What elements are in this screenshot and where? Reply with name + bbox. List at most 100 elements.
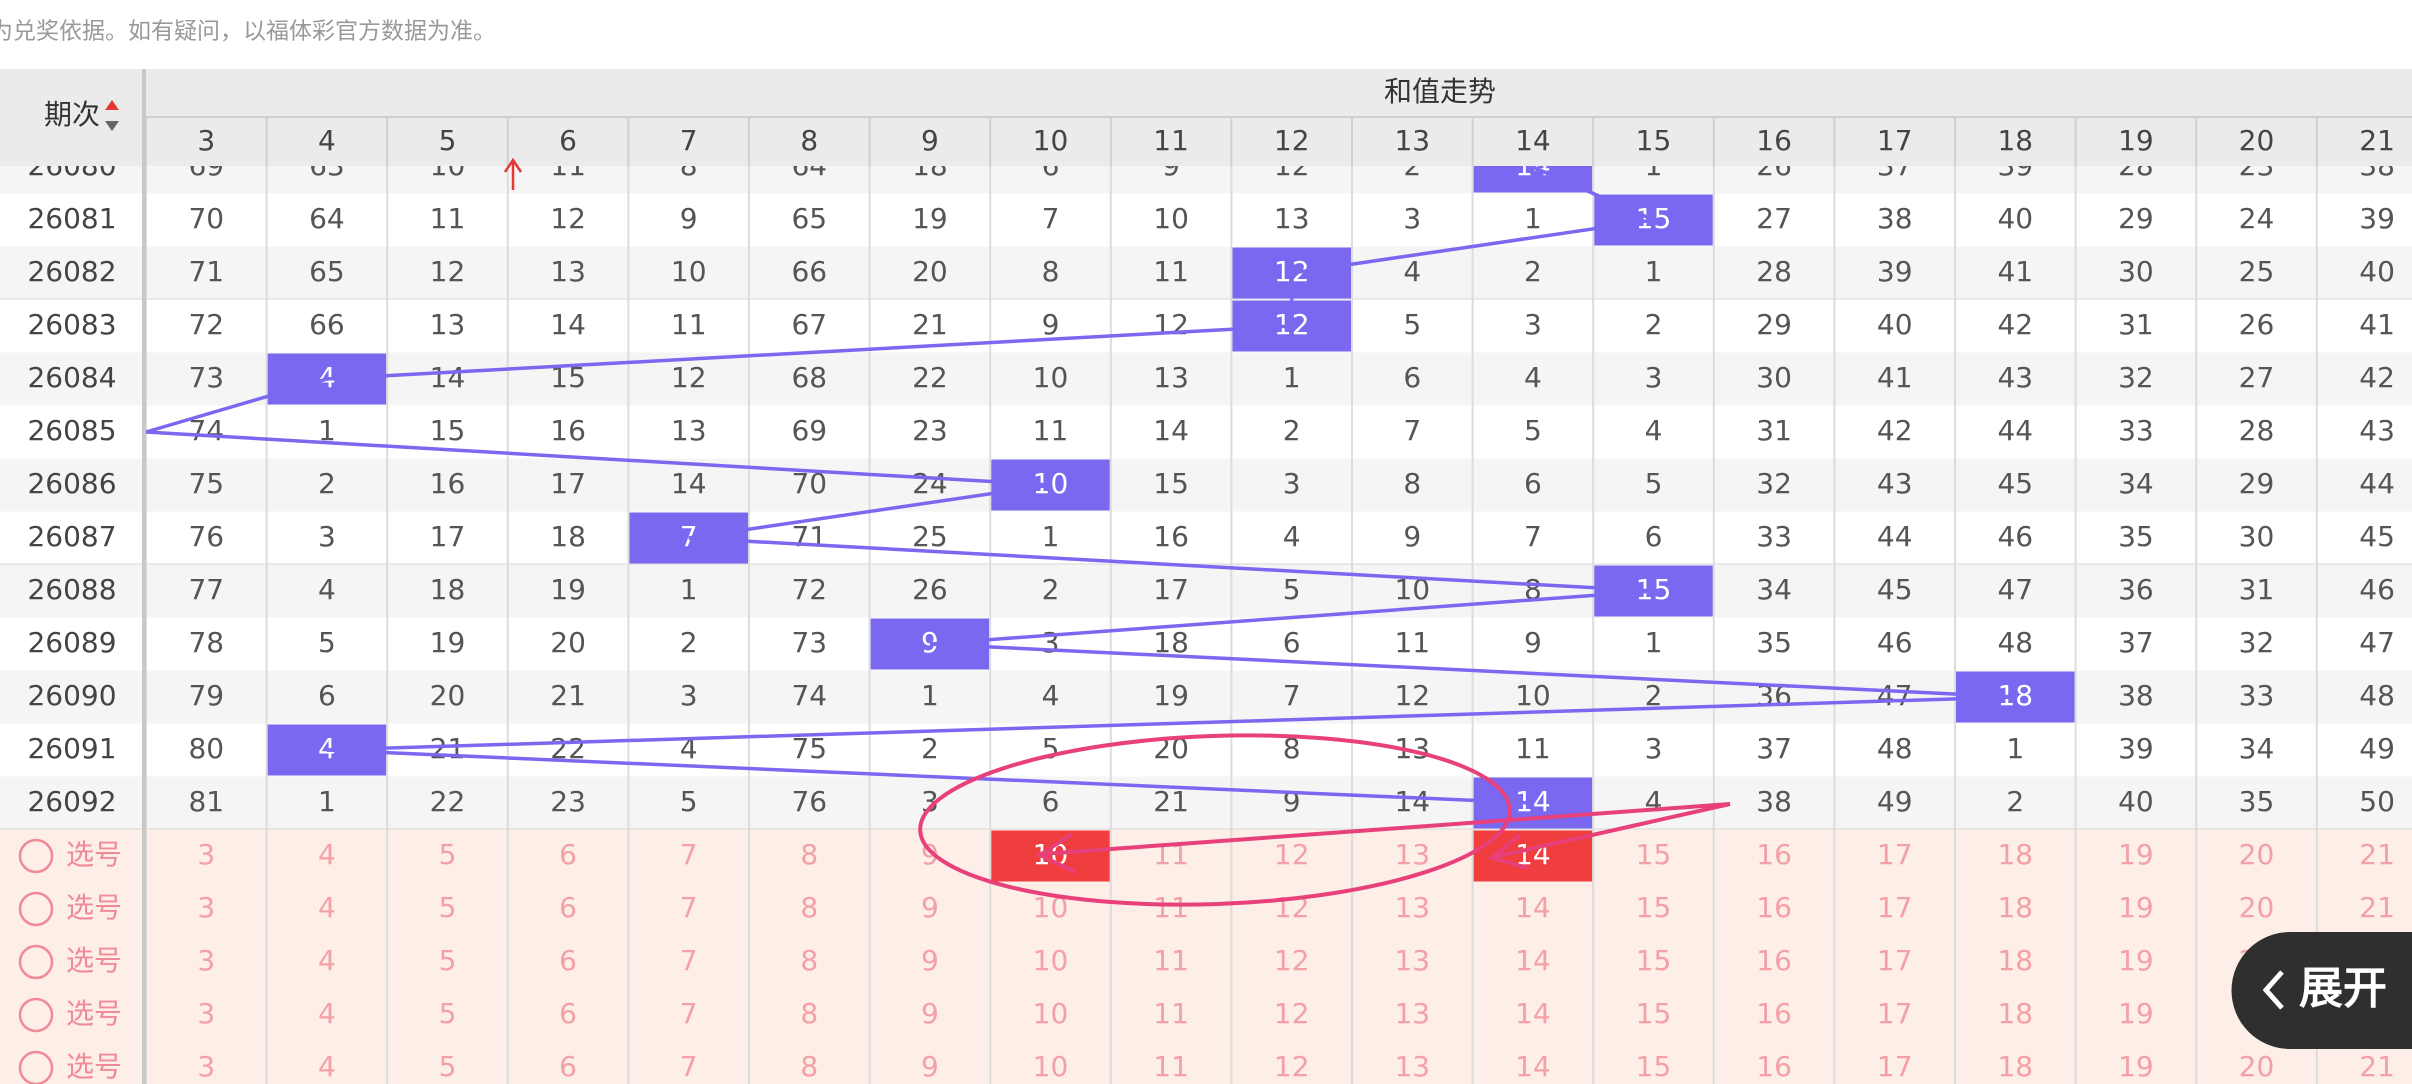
- pick-number[interactable]: 20: [2239, 1050, 2275, 1083]
- pick-number[interactable]: 13: [1394, 944, 1430, 977]
- pick-number[interactable]: 5: [439, 838, 457, 871]
- pick-number[interactable]: 12: [1274, 1050, 1310, 1083]
- pick-number[interactable]: 8: [800, 944, 818, 977]
- pick-number[interactable]: 3: [197, 1050, 215, 1083]
- pick-number[interactable]: 11: [1153, 944, 1189, 977]
- pick-number[interactable]: 19: [2118, 1050, 2154, 1083]
- expand-button[interactable]: 展开: [2231, 932, 2412, 1049]
- pick-number[interactable]: 16: [1756, 997, 1792, 1030]
- pick-number[interactable]: 19: [2118, 997, 2154, 1030]
- pick-number[interactable]: 7: [680, 1050, 698, 1083]
- pick-number[interactable]: 8: [800, 1050, 818, 1083]
- pick-number[interactable]: 12: [1274, 838, 1310, 871]
- pick-number[interactable]: 14: [1515, 891, 1551, 924]
- pick-number[interactable]: 10: [1033, 997, 1069, 1030]
- pick-number[interactable]: 15: [1636, 997, 1672, 1030]
- pick-number[interactable]: 4: [318, 997, 336, 1030]
- pick-number[interactable]: 3: [197, 997, 215, 1030]
- pick-number[interactable]: 3: [197, 838, 215, 871]
- pick-number[interactable]: 17: [1877, 1050, 1913, 1083]
- pick-number[interactable]: 16: [1756, 944, 1792, 977]
- pick-number[interactable]: 13: [1394, 1050, 1430, 1083]
- pick-label[interactable]: 选号: [66, 891, 122, 924]
- pick-number[interactable]: 8: [800, 997, 818, 1030]
- pick-number[interactable]: 15: [1636, 838, 1672, 871]
- pick-radio[interactable]: [18, 838, 54, 874]
- pick-radio[interactable]: [18, 891, 54, 927]
- button-bg[interactable]: [2231, 932, 2412, 1049]
- pick-number[interactable]: 21: [2359, 1050, 2395, 1083]
- pick-number[interactable]: 20: [2239, 838, 2275, 871]
- pick-number[interactable]: 6: [559, 944, 577, 977]
- pick-number[interactable]: 15: [1636, 1050, 1672, 1083]
- pick-number[interactable]: 15: [1636, 944, 1672, 977]
- pick-number[interactable]: 14: [1515, 944, 1551, 977]
- pick-number[interactable]: 19: [2118, 944, 2154, 977]
- pick-number[interactable]: 4: [318, 891, 336, 924]
- pick-number[interactable]: 10: [1033, 944, 1069, 977]
- pick-number[interactable]: 3: [197, 891, 215, 924]
- pick-number[interactable]: 13: [1394, 997, 1430, 1030]
- pick-number[interactable]: 21: [2359, 891, 2395, 924]
- pick-number[interactable]: 4: [318, 944, 336, 977]
- pick-number[interactable]: 5: [439, 944, 457, 977]
- pick-number[interactable]: 7: [680, 891, 698, 924]
- pick-number[interactable]: 15: [1636, 891, 1672, 924]
- pick-number[interactable]: 14: [1515, 1050, 1551, 1083]
- chevron[interactable]: [2262, 970, 2284, 1010]
- pick-number[interactable]: 5: [439, 1050, 457, 1083]
- pick-number[interactable]: 18: [1997, 891, 2033, 924]
- pick-number[interactable]: 4: [318, 1050, 336, 1083]
- button-label[interactable]: 展开: [2299, 963, 2387, 1014]
- pick-number[interactable]: 9: [921, 1050, 939, 1083]
- pick-number[interactable]: 17: [1877, 838, 1913, 871]
- pick-label[interactable]: 选号: [66, 944, 122, 977]
- pick-number[interactable]: 6: [559, 838, 577, 871]
- pick-number[interactable]: 8: [800, 891, 818, 924]
- pick-number[interactable]: 9: [921, 891, 939, 924]
- pick-number[interactable]: 17: [1877, 891, 1913, 924]
- pick-number[interactable]: 19: [2118, 891, 2154, 924]
- pick-number[interactable]: 6: [559, 997, 577, 1030]
- pick-number[interactable]: 10: [1033, 1050, 1069, 1083]
- pick-number[interactable]: 16: [1756, 838, 1792, 871]
- pick-number[interactable]: 20: [2239, 891, 2275, 924]
- pick-radio[interactable]: [18, 1050, 54, 1084]
- pick-number[interactable]: 18: [1997, 1050, 2033, 1083]
- pick-number[interactable]: 6: [559, 891, 577, 924]
- pick-radio[interactable]: [18, 997, 54, 1033]
- pick-number[interactable]: 13: [1394, 891, 1430, 924]
- pick-number[interactable]: 7: [680, 838, 698, 871]
- pick-label[interactable]: 选号: [66, 838, 122, 871]
- pick-number[interactable]: 13: [1394, 838, 1430, 871]
- pick-number[interactable]: 11: [1153, 891, 1189, 924]
- period-header[interactable]: 期次: [44, 98, 100, 131]
- pick-number[interactable]: 9: [921, 944, 939, 977]
- pick-number[interactable]: 5: [439, 891, 457, 924]
- pick-number[interactable]: 8: [800, 838, 818, 871]
- pick-number[interactable]: 18: [1997, 944, 2033, 977]
- pick-number[interactable]: 12: [1274, 944, 1310, 977]
- pick-label[interactable]: 选号: [66, 997, 122, 1030]
- pick-number[interactable]: 14: [1515, 997, 1551, 1030]
- pick-radio[interactable]: [18, 944, 54, 980]
- pick-number[interactable]: 4: [318, 838, 336, 871]
- pick-number[interactable]: 11: [1153, 997, 1189, 1030]
- pick-number[interactable]: 5: [439, 997, 457, 1030]
- pick-number[interactable]: 17: [1877, 997, 1913, 1030]
- pick-number[interactable]: 12: [1274, 997, 1310, 1030]
- pick-number[interactable]: 17: [1877, 944, 1913, 977]
- pick-number[interactable]: 18: [1997, 838, 2033, 871]
- pick-number[interactable]: 7: [680, 997, 698, 1030]
- pick-number[interactable]: 19: [2118, 838, 2154, 871]
- pick-number[interactable]: 21: [2359, 838, 2395, 871]
- pick-number[interactable]: 11: [1153, 1050, 1189, 1083]
- pick-number[interactable]: 7: [680, 944, 698, 977]
- pick-number[interactable]: 3: [197, 944, 215, 977]
- pick-number[interactable]: 16: [1756, 891, 1792, 924]
- pick-number[interactable]: 9: [921, 997, 939, 1030]
- pick-label[interactable]: 选号: [66, 1050, 122, 1083]
- pick-number[interactable]: 18: [1997, 997, 2033, 1030]
- pick-selected[interactable]: [991, 830, 1110, 882]
- pick-number[interactable]: 6: [559, 1050, 577, 1083]
